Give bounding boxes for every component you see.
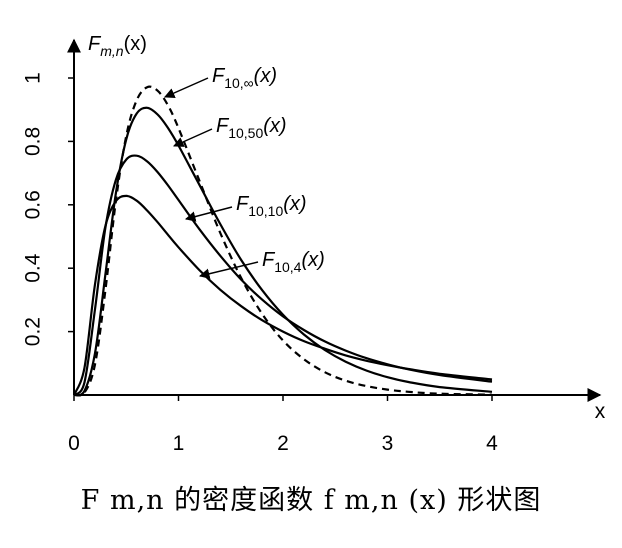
y-tick-label: 0.8 (22, 127, 45, 156)
y-tick-label: 0.4 (22, 253, 45, 283)
x-tick-label: 0 (68, 432, 80, 455)
series-label-2: F10,50(x) (216, 115, 287, 141)
series-line-3 (73, 154, 493, 396)
series-line-4 (72, 194, 493, 396)
x-tick-label: 2 (277, 432, 289, 455)
x-axis-label: x (595, 400, 606, 423)
y-tick-label: 1 (22, 72, 45, 84)
y-tick-label: 0.6 (22, 190, 45, 219)
curve-label-pointer (164, 77, 209, 98)
curve-label-pointer (198, 261, 259, 279)
x-tick-label: 4 (486, 432, 498, 455)
curve-labels: F10,∞(x) F10,50(x) F10,10(x) F10,4(x) (164, 65, 325, 279)
figure-caption: F m,n 的密度函数 f m,n (x) 形状图 (80, 485, 542, 516)
series-label-1: F10,∞(x) (212, 65, 277, 91)
series-line-2 (73, 106, 493, 397)
x-tick-label: 3 (382, 432, 394, 455)
curve-label-pointer (184, 206, 233, 222)
axes (67, 38, 602, 402)
series-label-4: F10,4(x) (262, 249, 325, 275)
curve-label-pointer (173, 128, 213, 147)
y-axis-label: Fm,n(x) (88, 33, 147, 59)
y-tick-label: 0.2 (22, 317, 45, 346)
series-label-3: F10,10(x) (236, 193, 307, 219)
x-tick-label: 1 (173, 432, 185, 455)
tick-labels: 0 1 2 3 4 0.2 0.4 0.6 0.8 1 x Fm,n(x) (22, 33, 606, 455)
